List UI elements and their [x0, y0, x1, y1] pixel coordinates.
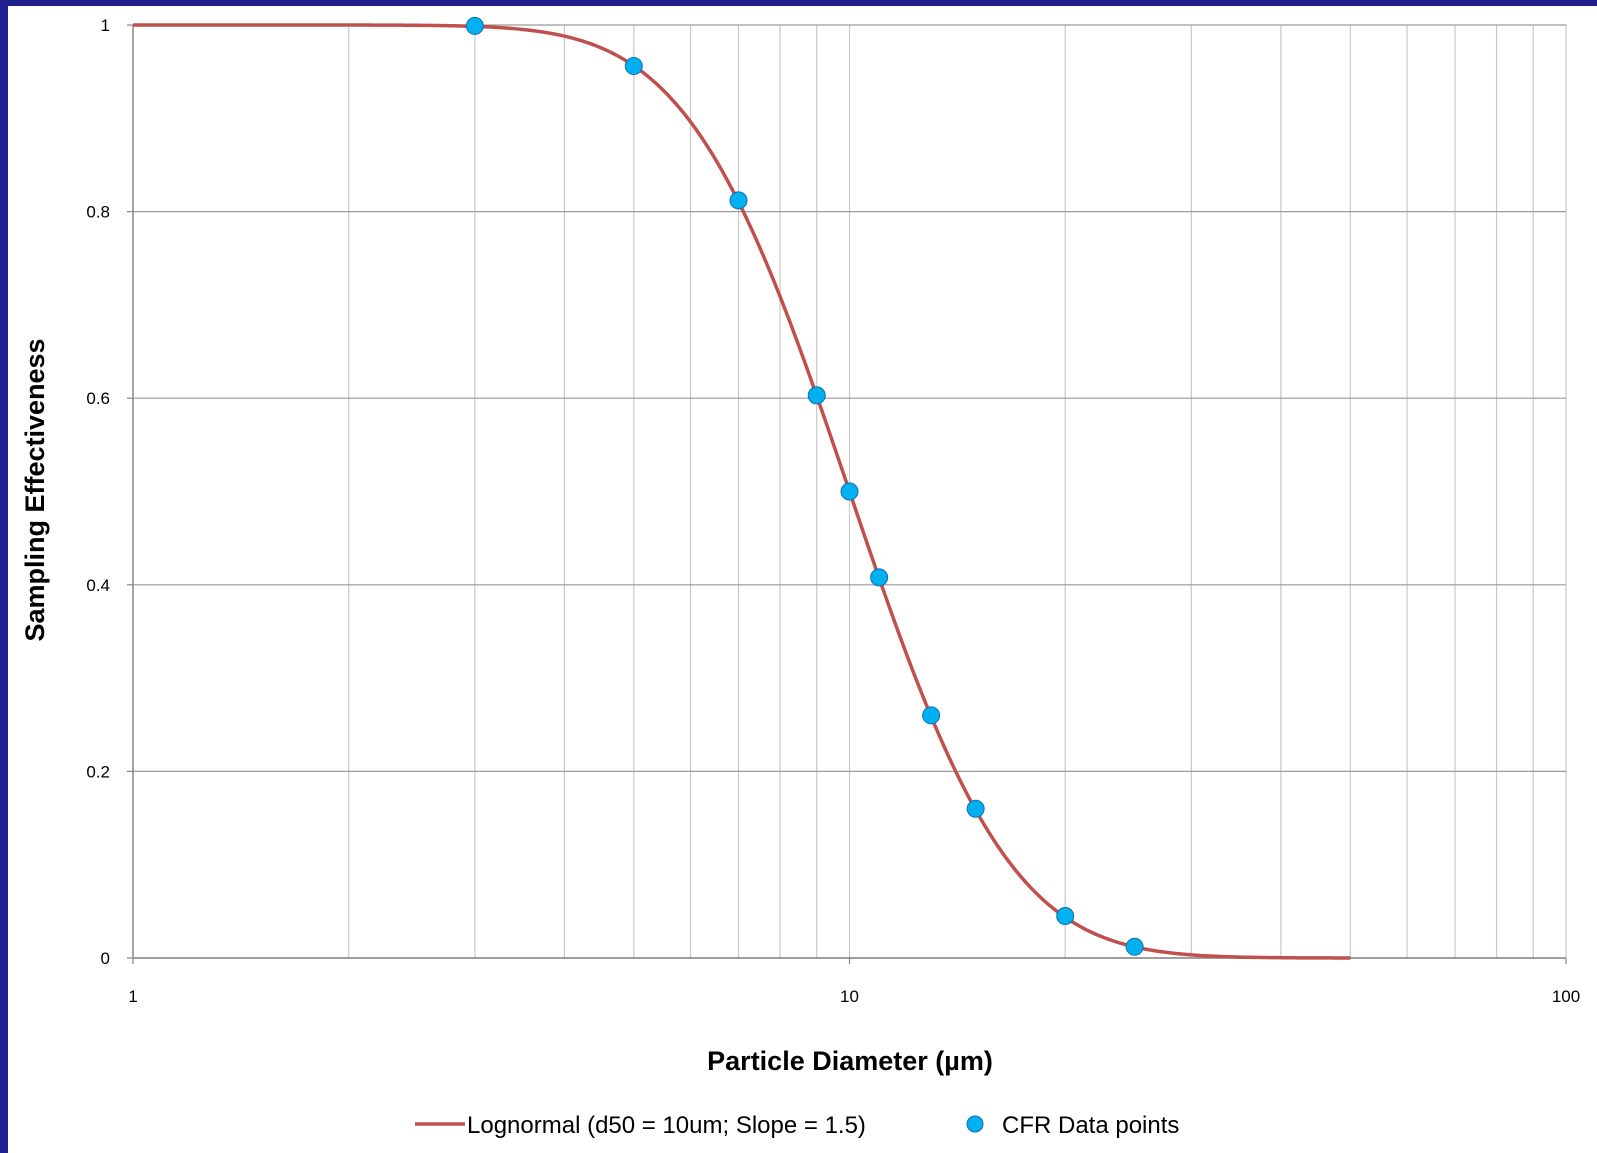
- chart-frame: [8, 6, 1597, 1153]
- x-axis-title: Particle Diameter (µm): [707, 1046, 993, 1076]
- cfr-data-point: [966, 799, 985, 818]
- legend-label-cfr-points: CFR Data points: [1002, 1112, 1179, 1139]
- plot-area: [133, 16, 1351, 960]
- lognormal-curve: [133, 23, 1351, 960]
- tick-labels: 0 0.2 0.4 0.6 0.8 1 1 10 100: [86, 16, 1580, 1006]
- cfr-data-point: [624, 57, 643, 76]
- x-tick-label: 100: [1552, 987, 1580, 1006]
- cfr-data-point: [870, 568, 889, 587]
- cfr-data-point: [922, 706, 941, 725]
- y-tick-label: 0: [101, 949, 110, 968]
- y-tick-label: 0.2: [86, 762, 110, 781]
- cfr-data-point: [729, 191, 748, 210]
- legend: Lognormal (d50 = 10um; Slope = 1.5) CFR …: [415, 1112, 1179, 1139]
- x-tick-label: 10: [840, 987, 859, 1006]
- legend-label-lognormal: Lognormal (d50 = 10um; Slope = 1.5): [467, 1112, 866, 1139]
- cfr-data-point: [807, 386, 826, 405]
- y-tick-label: 0.6: [86, 389, 110, 408]
- y-tick-label: 1: [101, 16, 110, 35]
- cfr-data-point: [1125, 937, 1144, 956]
- legend-marker-swatch: [966, 1115, 984, 1133]
- cfr-data-point: [465, 16, 484, 35]
- x-tick-label: 1: [128, 987, 137, 1006]
- y-tick-label: 0.4: [86, 576, 110, 595]
- cfr-data-point: [840, 482, 859, 501]
- y-tick-label: 0.8: [86, 203, 110, 222]
- y-axis-title: Sampling Effectiveness: [20, 338, 50, 641]
- cfr-data-point: [1056, 907, 1075, 926]
